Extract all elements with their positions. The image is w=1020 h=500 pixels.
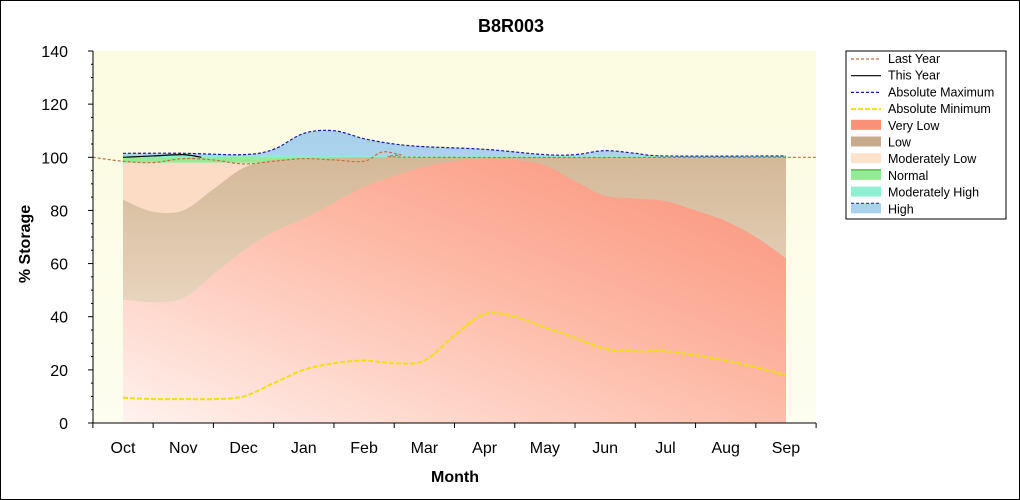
legend: Last Year This Year Absolute Maximum Absolu… — [845, 50, 1007, 220]
axes-layer: 0 20 40 60 80 100 120 140 Oct Nov Dec Jan Feb Mar Apr M… — [41, 44, 817, 457]
legend-item-moderately-high: Moderately High — [888, 186, 979, 200]
legend-swatch-moderately-low — [851, 153, 881, 164]
legend-swatch-low — [851, 136, 881, 147]
legend-swatch-very-low — [851, 119, 881, 130]
y-tick-label: 140 — [41, 44, 68, 61]
legend-item-low: Low — [888, 136, 912, 150]
legend-swatch-moderately-high — [851, 186, 881, 197]
x-tick-label: Oct — [111, 440, 136, 457]
chart-title: B8R003 — [478, 16, 544, 36]
x-tick-label: Jan — [291, 440, 317, 457]
series-this-year — [122, 154, 202, 158]
series-layer — [92, 129, 817, 401]
y-axis-label: % Storage — [17, 205, 34, 283]
y-tick-label: 20 — [50, 363, 68, 380]
y-tick-label: 40 — [50, 310, 68, 327]
x-tick-label: Aug — [711, 440, 739, 457]
band-very-low — [123, 158, 786, 423]
x-tick-label: Apr — [472, 440, 498, 457]
legend-item-moderately-low: Moderately Low — [888, 152, 977, 166]
legend-swatch-high — [851, 203, 881, 214]
legend-item-very-low: Very Low — [888, 119, 940, 133]
y-tick-label: 0 — [59, 416, 68, 433]
legend-item-high: High — [888, 202, 914, 216]
x-tick-label: Feb — [350, 440, 378, 457]
legend-item-normal: Normal — [888, 169, 928, 183]
series-absolute-maximum — [122, 129, 786, 157]
legend-item-absolute-maximum: Absolute Maximum — [888, 85, 994, 99]
y-tick-label: 60 — [50, 257, 68, 274]
x-axis-label: Month — [431, 469, 479, 486]
x-tick-label: Sep — [772, 440, 801, 457]
legend-swatch-normal — [851, 169, 881, 180]
y-tick-label: 120 — [41, 97, 68, 114]
legend-item-absolute-minimum: Absolute Minimum — [888, 102, 991, 116]
x-tick-label: Jun — [592, 440, 618, 457]
x-tick-label: Dec — [229, 440, 257, 457]
x-tick-label: Mar — [411, 440, 439, 457]
bands-layer — [123, 130, 786, 424]
x-tick-label: Jul — [655, 440, 675, 457]
y-tick-label: 80 — [50, 203, 68, 220]
legend-item-last-year: Last Year — [888, 52, 940, 66]
legend-item-this-year: This Year — [888, 69, 940, 83]
y-tick-label: 100 — [41, 150, 68, 167]
x-tick-label: Nov — [169, 440, 197, 457]
x-tick-label: May — [530, 440, 560, 457]
